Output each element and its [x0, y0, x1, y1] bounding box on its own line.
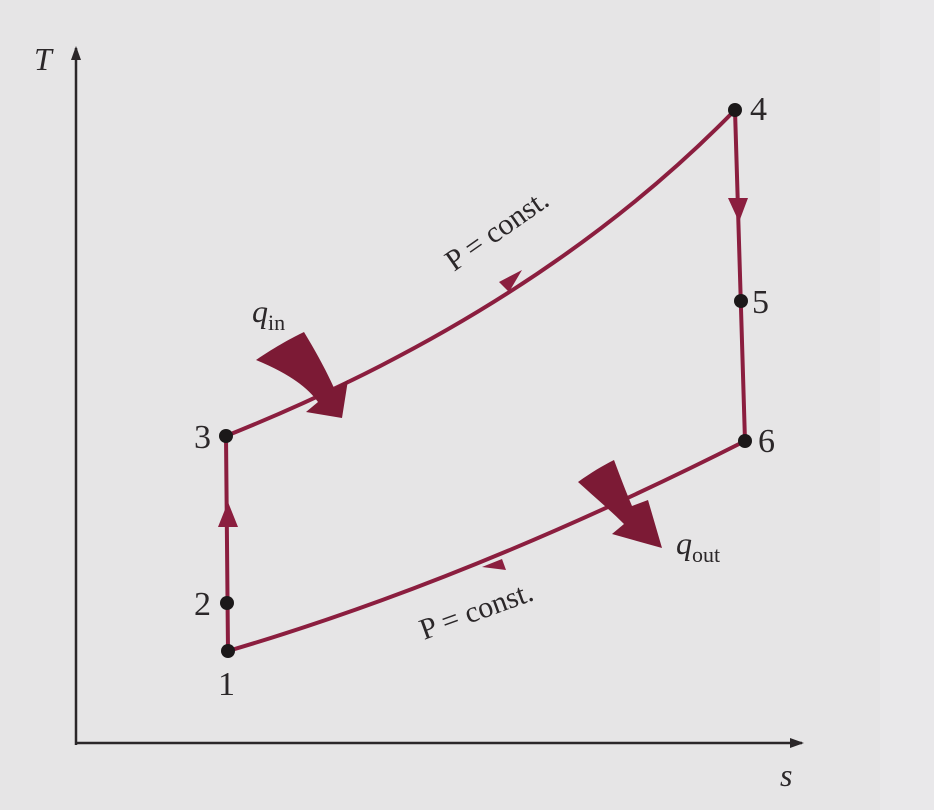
direction-arrow-upper-curve: [499, 270, 522, 292]
process-3-4-heat-addition: [224, 108, 737, 438]
process-1-3-compression: [224, 434, 230, 653]
q-in-subscript: in: [268, 310, 285, 335]
process-4-6-expansion: [733, 108, 747, 443]
state-point-2: [220, 596, 234, 610]
state-label-6: 6: [758, 423, 775, 460]
state-point-6: [738, 434, 752, 448]
heat-in-arrow: [256, 332, 348, 418]
direction-arrow-down: [728, 198, 748, 222]
q-out-subscript: out: [692, 542, 720, 567]
q-out-label: qout: [676, 525, 720, 567]
state-point-4: [728, 103, 742, 117]
state-label-4: 4: [750, 91, 767, 128]
q-in-symbol: q: [252, 293, 268, 329]
state-label-3: 3: [194, 419, 211, 456]
heat-out-arrow: [578, 460, 662, 548]
state-label-5: 5: [752, 284, 769, 321]
t-axis-label: T: [34, 41, 54, 77]
q-in-label: qin: [252, 293, 285, 335]
state-point-1: [221, 644, 235, 658]
state-label-2: 2: [194, 586, 211, 623]
s-axis-label: s: [780, 757, 792, 793]
page-edge-shade: [880, 0, 934, 810]
direction-arrow-lower-curve: [482, 559, 506, 570]
state-point-5: [734, 294, 748, 308]
direction-arrow-up: [218, 502, 238, 527]
state-point-3: [219, 429, 233, 443]
state-label-1: 1: [218, 666, 235, 703]
q-out-symbol: q: [676, 525, 692, 561]
process-6-1-heat-rejection: [226, 439, 747, 653]
